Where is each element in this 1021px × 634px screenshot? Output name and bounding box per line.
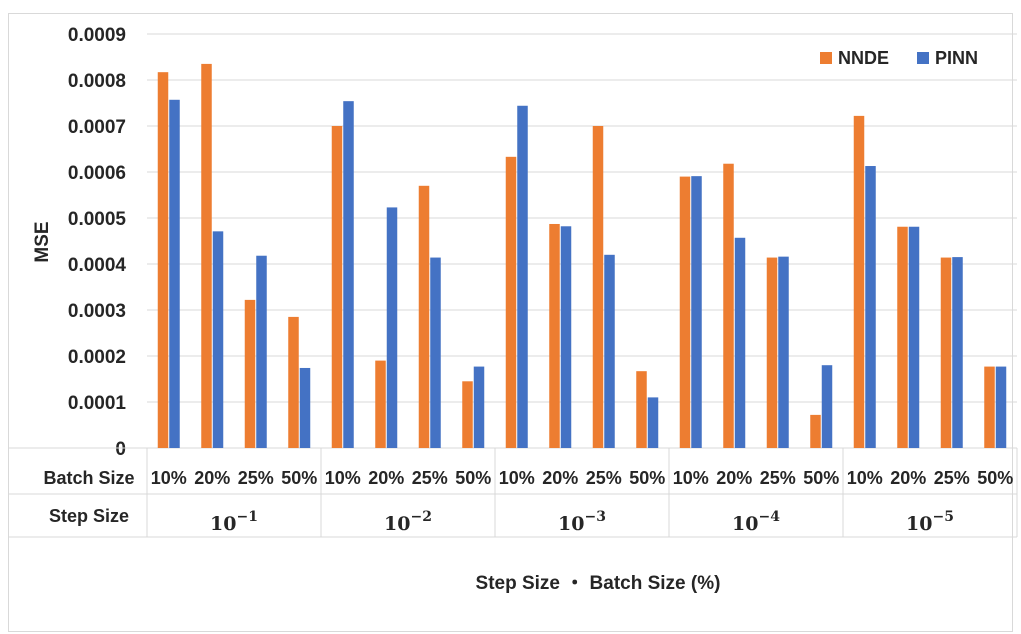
batch-size-label: 50% xyxy=(455,468,491,488)
bar-nnde xyxy=(157,72,169,449)
batch-size-label: 25% xyxy=(412,468,448,488)
batch-size-label: 25% xyxy=(760,468,796,488)
bar-nnde xyxy=(636,371,647,448)
y-tick-label: 0.0002 xyxy=(68,347,126,368)
legend-label: PINN xyxy=(935,48,978,68)
bar-pinn xyxy=(386,207,398,448)
bar-pinn xyxy=(517,105,528,448)
y-tick-label: 0.0008 xyxy=(68,71,126,92)
bar-nnde xyxy=(984,366,995,448)
bar-pinn xyxy=(952,257,963,448)
bar-nnde xyxy=(592,126,604,448)
bar-nnde xyxy=(549,223,560,448)
batch-size-label: 10% xyxy=(325,468,361,488)
batch-size-row-label: Batch Size xyxy=(43,468,134,488)
bar-pinn xyxy=(560,226,572,448)
legend-swatch xyxy=(917,52,929,64)
step-size-label: 10−5 xyxy=(906,509,954,535)
bar-nnde xyxy=(244,299,256,448)
bars xyxy=(157,63,1007,449)
legend-label: NNDE xyxy=(838,48,889,68)
batch-size-label: 50% xyxy=(977,468,1013,488)
batch-size-label: 50% xyxy=(281,468,317,488)
step-size-row-label: Step Size xyxy=(49,506,129,526)
bar-pinn xyxy=(647,397,659,448)
batch-size-label: 25% xyxy=(238,468,274,488)
bar-pinn xyxy=(256,255,267,448)
batch-size-label: 50% xyxy=(629,468,665,488)
batch-size-label: 20% xyxy=(368,468,404,488)
bar-pinn xyxy=(691,176,702,448)
legend-item-pinn: PINN xyxy=(917,48,978,68)
bar-nnde xyxy=(766,257,778,448)
bar-pinn xyxy=(169,99,180,448)
y-tick-label: 0.0009 xyxy=(68,25,126,46)
bar-nnde xyxy=(331,126,343,448)
step-size-label: 10−4 xyxy=(732,509,780,535)
batch-size-label: 10% xyxy=(499,468,535,488)
bar-pinn xyxy=(473,366,485,448)
step-size-label: 10−2 xyxy=(384,509,432,535)
y-axis-title: MSE xyxy=(32,221,53,262)
bar-nnde xyxy=(288,316,299,448)
batch-size-label: 10% xyxy=(151,468,187,488)
batch-size-label: 10% xyxy=(673,468,709,488)
legend: NNDE PINN xyxy=(820,48,978,68)
series-nnde xyxy=(157,63,995,449)
y-axis-ticks: 0 0.0001 0.0002 0.0003 0.0004 0.0005 0.0006 0.0… xyxy=(68,25,127,460)
series-pinn xyxy=(169,99,1007,448)
batch-size-label: 20% xyxy=(194,468,230,488)
step-size-label: 10−3 xyxy=(558,509,606,535)
batch-size-label: 25% xyxy=(586,468,622,488)
y-tick-label: 0.0005 xyxy=(68,209,127,230)
batch-size-label: 25% xyxy=(934,468,970,488)
bar-nnde xyxy=(505,156,517,448)
bar-nnde xyxy=(679,176,691,448)
batch-size-label: 20% xyxy=(890,468,926,488)
bar-pinn xyxy=(604,254,615,448)
batch-size-label: 10% xyxy=(847,468,883,488)
bar-nnde xyxy=(375,360,386,448)
legend-item-nnde: NNDE xyxy=(820,48,889,68)
x-axis-title: Step Size ・ Batch Size (%) xyxy=(476,573,721,594)
gridlines xyxy=(147,33,1017,449)
bar-pinn xyxy=(430,257,441,448)
chart-frame xyxy=(8,13,1013,632)
category-table: 10% 20% 25% 50% 10−1 10% 20% 25% 50% 10−2 10% 20% 25… xyxy=(8,447,1018,538)
bar-pinn xyxy=(821,365,833,448)
bar-nnde xyxy=(462,381,473,448)
batch-size-label: 50% xyxy=(803,468,839,488)
y-tick-label: 0.0003 xyxy=(68,301,126,322)
legend-swatch xyxy=(820,52,832,64)
bar-pinn xyxy=(343,101,354,448)
bar-pinn xyxy=(212,231,224,448)
bar-pinn xyxy=(865,166,876,448)
y-tick-label: 0.0006 xyxy=(68,163,126,184)
bar-pinn xyxy=(778,256,789,448)
bar-nnde xyxy=(940,257,952,448)
bar-nnde xyxy=(723,163,734,448)
bar-pinn xyxy=(908,226,920,448)
bar-nnde xyxy=(201,63,212,449)
bar-nnde xyxy=(853,115,865,448)
bar-pinn xyxy=(299,367,311,448)
bar-nnde xyxy=(897,226,908,448)
bar-pinn xyxy=(995,366,1007,448)
y-tick-label: 0 xyxy=(115,439,126,460)
y-tick-label: 0.0001 xyxy=(68,393,127,414)
bar-nnde xyxy=(810,414,821,448)
y-tick-label: 0.0007 xyxy=(68,117,126,138)
step-size-label: 10−1 xyxy=(210,509,258,535)
batch-size-label: 20% xyxy=(542,468,578,488)
batch-size-label: 20% xyxy=(716,468,752,488)
bar-pinn xyxy=(734,237,746,448)
y-tick-label: 0.0004 xyxy=(68,255,127,276)
bar-nnde xyxy=(418,185,430,449)
